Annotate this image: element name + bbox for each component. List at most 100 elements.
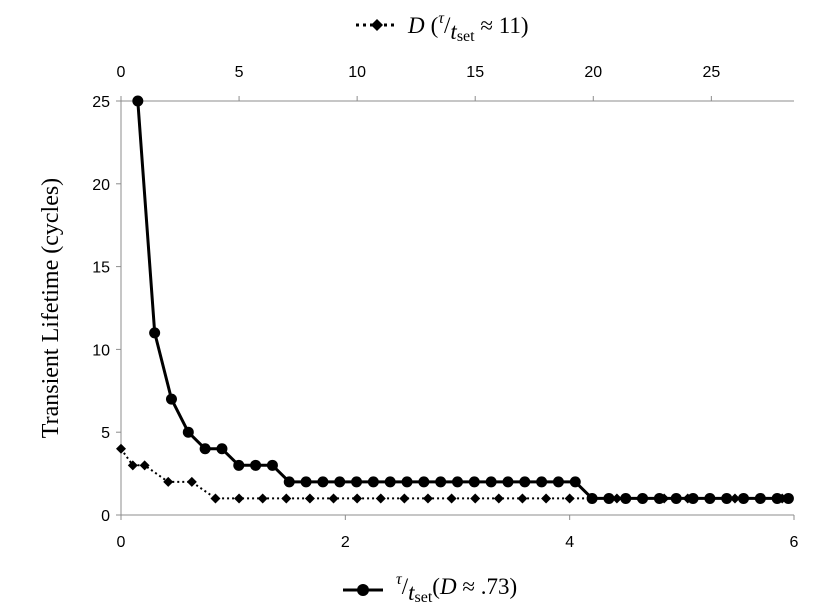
- legend-top-slash: /: [444, 13, 451, 38]
- data-point-diamond: [422, 493, 433, 504]
- data-point-circle: [266, 459, 278, 471]
- data-point-circle: [418, 476, 430, 488]
- data-point-circle: [250, 459, 262, 471]
- data-point-circle: [435, 476, 447, 488]
- x-top-tick-label: 0: [117, 64, 126, 81]
- data-point-diamond: [186, 476, 197, 487]
- data-point-diamond: [682, 493, 693, 504]
- data-point-circle: [351, 476, 363, 488]
- data-point-diamond: [399, 493, 410, 504]
- data-point-diamond: [375, 493, 386, 504]
- x-top-tick-label: 25: [702, 64, 720, 81]
- data-point-circle: [199, 443, 211, 455]
- data-point-diamond: [210, 493, 221, 504]
- data-point-circle: [569, 476, 581, 488]
- series-top-axis-line: [120, 448, 783, 500]
- legend-bottom-t: t: [408, 580, 415, 605]
- legend-bottom-open: (: [432, 574, 440, 599]
- data-point-circle: [401, 476, 413, 488]
- data-point-circle: [300, 476, 312, 488]
- y-tick-label: 20: [92, 177, 110, 194]
- data-point-circle: [384, 476, 396, 488]
- legend-bottom-var: D: [439, 574, 457, 599]
- data-point-circle: [182, 426, 194, 438]
- data-point-circle: [670, 492, 682, 504]
- data-point-diamond: [352, 493, 363, 504]
- legend-top: D (τ/tset ≈ 11): [356, 10, 529, 45]
- data-point-diamond: [753, 493, 764, 504]
- y-tick-label: 15: [92, 260, 110, 277]
- data-point-diamond: [541, 493, 552, 504]
- x-bottom-tick-label: 0: [117, 534, 126, 551]
- y-tick-label: 10: [92, 342, 110, 359]
- data-point-circle: [519, 476, 531, 488]
- legend-top-var: D: [407, 13, 425, 38]
- data-point-diamond: [777, 493, 788, 504]
- legend-bottom-circle-marker: [357, 584, 369, 596]
- data-point-circle: [283, 476, 295, 488]
- x-bottom-tick-label: 4: [565, 534, 574, 551]
- x-top-tick-label: 20: [584, 64, 602, 81]
- data-point-circle: [536, 476, 548, 488]
- data-point-diamond: [234, 493, 245, 504]
- data-point-circle: [721, 492, 733, 504]
- data-point-diamond: [635, 493, 646, 504]
- legend-top-tau: τ: [438, 10, 445, 27]
- data-point-diamond: [116, 443, 126, 454]
- data-point-circle: [468, 476, 480, 488]
- data-point-diamond: [257, 493, 268, 504]
- data-point-diamond: [127, 460, 138, 471]
- x-top-tick-label: 10: [348, 64, 366, 81]
- data-point-circle: [149, 327, 161, 339]
- legend-top-sub: set: [457, 28, 475, 45]
- data-point-circle: [165, 393, 177, 405]
- legend-bottom-rest: ≈ .73): [457, 574, 518, 599]
- data-point-circle: [552, 476, 564, 488]
- series-layer: [116, 95, 794, 504]
- data-point-circle: [334, 476, 346, 488]
- x-top-tick-label: 5: [235, 64, 244, 81]
- data-point-diamond: [706, 493, 717, 504]
- data-point-circle: [317, 476, 329, 488]
- y-axis-title: Transient Lifetime (cycles): [38, 178, 64, 438]
- legend-bottom: τ/tset(D ≈ .73): [343, 571, 517, 606]
- data-point-diamond: [659, 493, 670, 504]
- data-point-circle: [452, 476, 463, 488]
- legend-bottom-sub: set: [415, 589, 433, 606]
- legend-top-t: t: [450, 19, 457, 44]
- legend-top-open: (: [431, 13, 439, 38]
- y-tick-label: 5: [101, 425, 110, 442]
- series-bottom-axis-line: [136, 100, 789, 500]
- data-point-diamond: [304, 493, 315, 504]
- data-point-diamond: [588, 493, 599, 504]
- legend-bottom-tau: τ: [396, 571, 403, 588]
- data-point-diamond: [139, 460, 150, 471]
- data-point-diamond: [493, 493, 504, 504]
- data-point-circle: [132, 95, 144, 107]
- data-point-circle: [782, 492, 794, 504]
- data-point-diamond: [470, 493, 481, 504]
- data-point-diamond: [163, 476, 174, 487]
- data-point-diamond: [729, 493, 740, 504]
- data-point-circle: [485, 476, 497, 488]
- data-point-diamond: [328, 493, 339, 504]
- data-point-circle: [502, 476, 514, 488]
- data-point-circle: [233, 459, 245, 471]
- x-bottom-tick-label: 2: [341, 534, 350, 551]
- data-point-diamond: [564, 493, 575, 504]
- data-point-circle: [367, 476, 379, 488]
- legend-top-label: D (τ/tset ≈ 11): [407, 10, 529, 45]
- data-point-diamond: [517, 493, 528, 504]
- legend-top-rest: ≈ 11): [475, 13, 529, 38]
- data-point-circle: [216, 443, 228, 455]
- axis-ticks: 0 5 10 15 20 25 0 2 4 6 0 5 10 15 20 25: [92, 64, 798, 551]
- legend-bottom-label: τ/tset(D ≈ .73): [396, 571, 517, 606]
- data-point-diamond: [281, 493, 292, 504]
- y-tick-label: 0: [101, 508, 110, 525]
- data-point-diamond: [611, 493, 622, 504]
- data-point-diamond: [446, 493, 457, 504]
- data-point-circle: [620, 492, 632, 504]
- x-top-tick-label: 15: [466, 64, 484, 81]
- y-tick-label: 25: [92, 94, 110, 111]
